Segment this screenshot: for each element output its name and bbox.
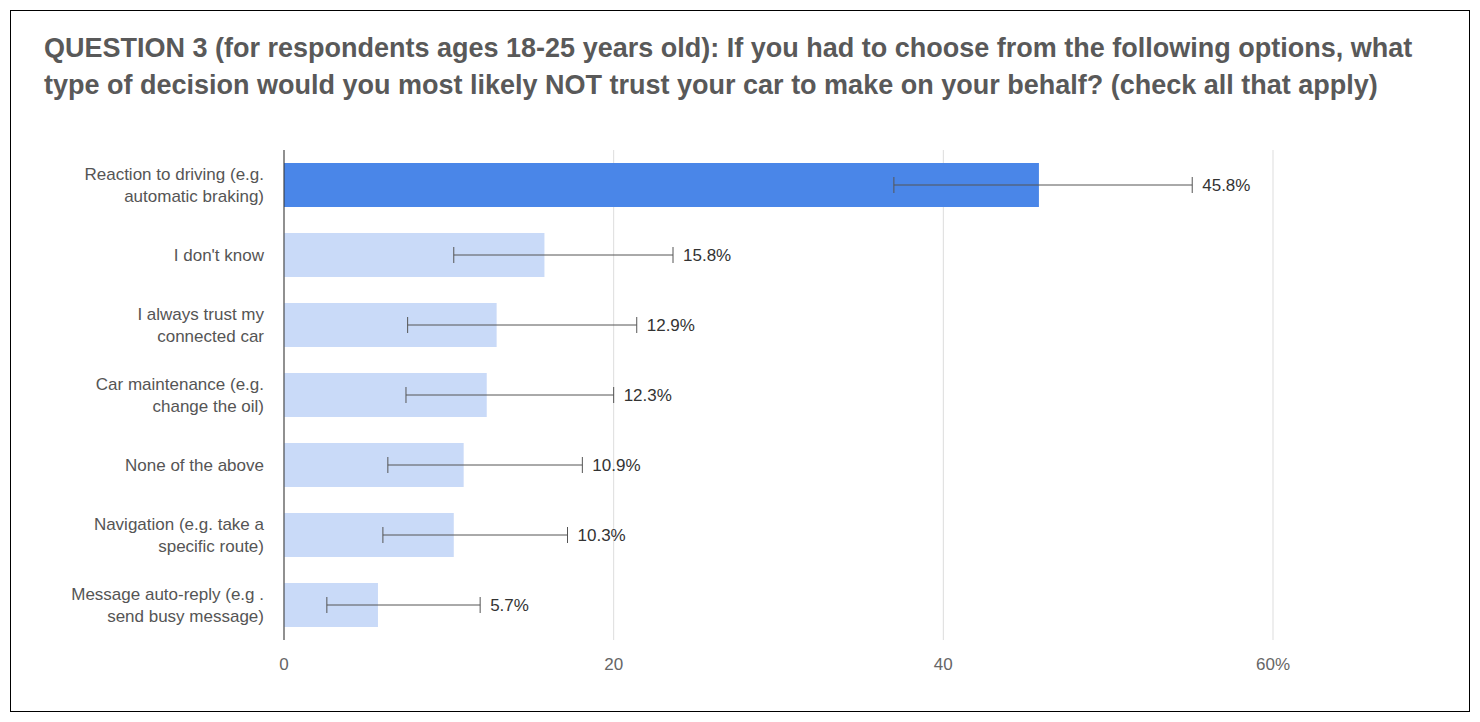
svg-text:10.9%: 10.9% bbox=[592, 456, 640, 475]
svg-text:45.8%: 45.8% bbox=[1202, 176, 1250, 195]
svg-text:Car maintenance (e.g.change th: Car maintenance (e.g.change the oil) bbox=[96, 375, 264, 416]
svg-text:None of the above: None of the above bbox=[125, 456, 264, 475]
html-text:QUESTION 3 (for respondents ag: QUESTION 3 (for respondents ages 18-25 y… bbox=[44, 33, 1413, 100]
svg-text:12.3%: 12.3% bbox=[624, 386, 672, 405]
svg-text:I always trust myconnected car: I always trust myconnected car bbox=[137, 305, 264, 346]
svg-text:Message auto-reply (e.g .send: Message auto-reply (e.g .send busy messa… bbox=[71, 585, 264, 626]
svg-text:15.8%: 15.8% bbox=[683, 246, 731, 265]
svg-text:5.7%: 5.7% bbox=[490, 596, 529, 615]
svg-text:40: 40 bbox=[934, 655, 953, 674]
svg-text:10.3%: 10.3% bbox=[578, 526, 626, 545]
svg-text:0: 0 bbox=[279, 655, 288, 674]
svg-text:60%: 60% bbox=[1256, 655, 1290, 674]
svg-text:20: 20 bbox=[604, 655, 623, 674]
svg-text:Navigation (e.g. take aspecifi: Navigation (e.g. take aspecific route) bbox=[94, 515, 265, 556]
svg-text:I don't know: I don't know bbox=[174, 246, 265, 265]
svg-text:Reaction to driving (e.g.autom: Reaction to driving (e.g.automatic braki… bbox=[84, 165, 264, 206]
svg-text:12.9%: 12.9% bbox=[647, 316, 695, 335]
